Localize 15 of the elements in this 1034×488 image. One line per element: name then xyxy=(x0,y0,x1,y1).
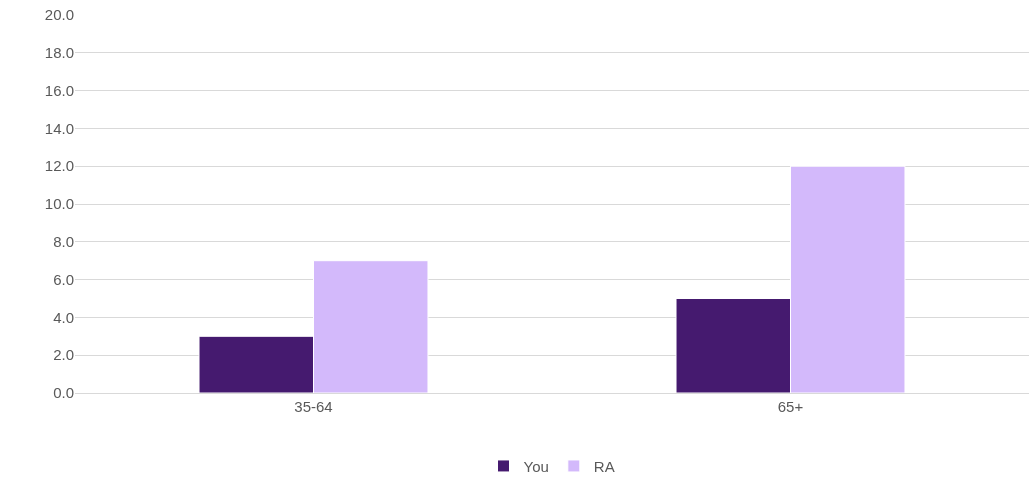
y-tick-label: 2.0 xyxy=(53,346,74,364)
y-tick-label: 14.0 xyxy=(44,119,74,137)
y-tick-label: 0.0 xyxy=(53,384,74,402)
x-tick-label: 65+ xyxy=(777,398,804,415)
legend-label: RA xyxy=(593,457,615,475)
y-tick-label: 18.0 xyxy=(44,44,74,62)
y-tick-label: 12.0 xyxy=(44,157,74,175)
y-tick-label: 10.0 xyxy=(44,195,74,213)
y-tick-label: 4.0 xyxy=(53,308,74,326)
y-tick-label: 8.0 xyxy=(53,233,74,251)
legend-label: You xyxy=(523,457,549,475)
y-tick-label: 16.0 xyxy=(44,81,74,99)
y-tick-label: 20.0 xyxy=(44,6,74,24)
y-tick-label: 6.0 xyxy=(53,270,74,288)
x-tick-label: 35-64 xyxy=(294,398,333,415)
